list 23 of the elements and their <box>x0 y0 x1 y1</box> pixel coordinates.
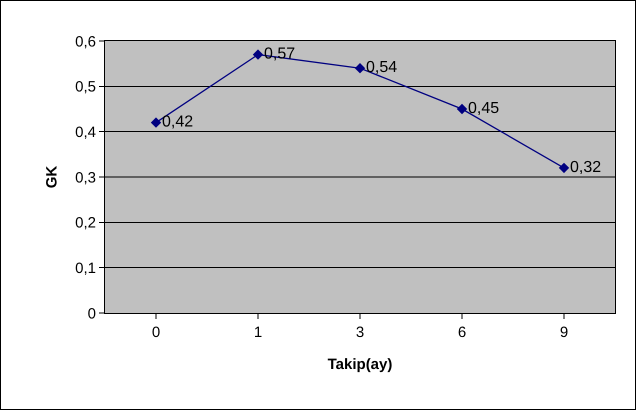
data-label: 0,54 <box>366 59 398 76</box>
data-label: 0,45 <box>468 100 500 117</box>
data-label: 0,32 <box>570 158 602 176</box>
y-tick-label: 0,3 <box>75 169 96 186</box>
x-axis-title: Takip(ay) <box>328 356 392 373</box>
point <box>150 117 162 128</box>
y-tick-label: 0 <box>88 305 96 322</box>
x-tick-label: 1 <box>254 324 262 341</box>
y-tick-label: 0,4 <box>75 124 96 141</box>
x-tick-label: 6 <box>458 324 466 341</box>
data-label: 0,42 <box>162 114 194 131</box>
y-tick-label: 0,6 <box>75 33 96 50</box>
point <box>354 63 366 74</box>
point <box>456 104 468 114</box>
point <box>558 162 570 174</box>
x-tick-label: 3 <box>356 324 364 341</box>
point <box>252 49 264 60</box>
y-tick-label: 0,2 <box>75 214 96 232</box>
x-tick-label: 0 <box>152 324 160 341</box>
x-tick-label: 9 <box>560 324 568 341</box>
y-axis-title: GK <box>43 166 60 188</box>
y-tick-label: 0,1 <box>75 260 96 277</box>
y-tick-label: 0,5 <box>75 78 96 96</box>
